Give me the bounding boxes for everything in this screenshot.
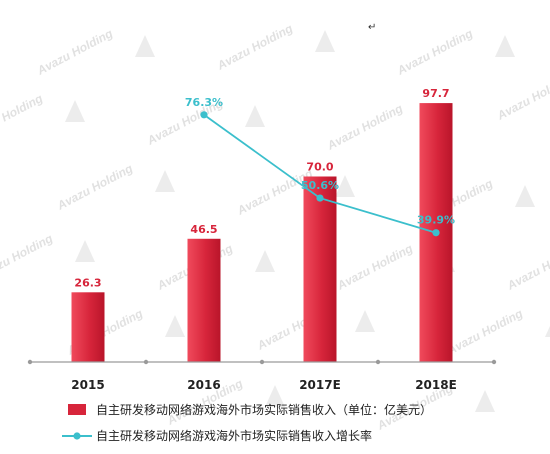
watermark-logo <box>155 170 175 192</box>
watermark-text: Avazu Holding <box>444 306 526 358</box>
legend-bar-label: 自主研发移动网络游戏海外市场实际销售收入（单位：亿美元） <box>96 402 432 417</box>
growth-value-label-2016: 76.3% <box>185 96 223 109</box>
growth-point-2018E <box>432 229 440 237</box>
watermark-logo <box>315 30 335 52</box>
watermark-text: Avazu Holding <box>494 71 550 123</box>
watermark-text: Avazu Holding <box>324 101 406 153</box>
growth-point-2016 <box>200 111 208 119</box>
x-tick-label-2015: 2015 <box>71 378 104 392</box>
watermark-text: Avazu Holding <box>394 26 476 78</box>
x-tick-label-2017E: 2017E <box>299 378 341 392</box>
watermark-logo <box>495 35 515 57</box>
legend-line-label: 自主研发移动网络游戏海外市场实际销售收入增长率 <box>96 428 372 443</box>
watermark-logo <box>355 310 375 332</box>
bar-value-labels: 26.3 46.5 70.0 97.7 <box>74 87 449 289</box>
legend: 自主研发移动网络游戏海外市场实际销售收入（单位：亿美元） 自主研发移动网络游戏海外… <box>62 402 432 443</box>
bar-value-label-2016: 46.5 <box>190 223 217 236</box>
x-axis <box>27 359 497 365</box>
watermark-layer: Avazu Holding Avazu Holding Avazu HoldingA… <box>0 21 550 433</box>
watermark-text: Avazu Holding <box>214 21 296 73</box>
corner-mark: ↵ <box>368 22 376 33</box>
growth-value-labels: 76.3% 50.6% 39.9% <box>185 96 455 227</box>
watermark-text: Avazu Holding <box>0 231 56 283</box>
bar-value-label-2015: 26.3 <box>74 276 101 289</box>
growth-value-label-2018E: 39.9% <box>417 214 455 227</box>
legend-bar-swatch <box>68 404 86 415</box>
bar-value-label-2017E: 70.0 <box>306 161 333 174</box>
watermark-logo <box>65 100 85 122</box>
watermark-logo <box>545 326 550 337</box>
x-axis-separator-dot <box>259 359 265 365</box>
bar-value-label-2018E: 97.7 <box>422 87 449 100</box>
watermark-logo <box>335 175 355 197</box>
watermark-logo <box>515 185 535 207</box>
bar-series <box>71 103 453 362</box>
bar-2017E <box>303 176 337 362</box>
watermark-logo <box>245 105 265 127</box>
watermark-text: Avazu Holding <box>334 241 416 293</box>
watermark-logo <box>75 240 95 262</box>
watermark-text: Avazu Holding <box>0 91 46 143</box>
x-axis-separator-dot <box>143 359 149 365</box>
growth-value-label-2017E: 50.6% <box>301 179 339 192</box>
x-axis-separator-dot <box>491 359 497 365</box>
watermark-logo <box>255 250 275 272</box>
watermark-text: Avazu Holding <box>54 161 136 213</box>
x-axis-separator-dot <box>27 359 33 365</box>
watermark-logo <box>135 35 155 57</box>
watermark-logo <box>165 315 185 337</box>
watermark-text: Avazu Holding <box>504 241 550 293</box>
bar-2016 <box>187 238 221 362</box>
watermark-logo <box>475 390 495 412</box>
x-tick-label-2018E: 2018E <box>415 378 457 392</box>
legend-line-marker <box>73 432 81 440</box>
growth-line-series <box>200 111 440 237</box>
x-tick-label-2016: 2016 <box>187 378 220 392</box>
watermark-text: Avazu Holding <box>34 26 116 78</box>
watermark-logo <box>265 385 285 407</box>
growth-point-2017E <box>316 194 324 202</box>
x-tick-labels: 2015 2016 2017E 2018E <box>71 378 457 392</box>
x-axis-separator-dot <box>375 359 381 365</box>
bar-2015 <box>71 292 105 362</box>
